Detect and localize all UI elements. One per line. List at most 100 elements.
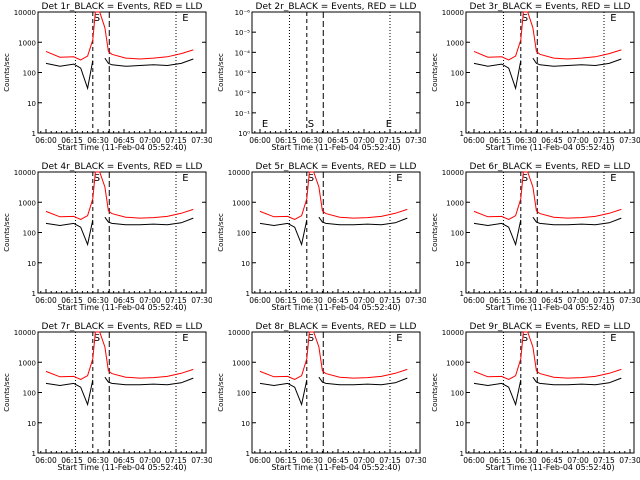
detector-panel-5: Det 5r_BLACK = Events, RED = LLD Counts/s…	[217, 162, 426, 312]
events-series-line	[45, 60, 94, 91]
x-tick-label: 06:45	[327, 296, 349, 305]
x-tick-label: 07:15	[165, 296, 187, 305]
marker-letter: E	[610, 13, 616, 24]
x-tick-label: 07:00	[353, 136, 375, 145]
x-tick-label: 07:00	[567, 296, 589, 305]
x-axis-label: Start Time (11-Feb-04 05:52:40)	[57, 463, 186, 472]
y-tick-label: 10⁻¹	[235, 110, 251, 118]
x-tick-label: 06:00	[249, 296, 271, 305]
y-tick-label: 100	[451, 70, 464, 78]
plot-frame	[37, 331, 207, 454]
x-tick-label: 06:30	[87, 456, 109, 465]
x-tick-label: 07:30	[619, 136, 640, 145]
x-tick-label: 06:15	[275, 456, 297, 465]
chart-title: Det 6r_BLACK = Events, RED = LLD	[470, 162, 631, 172]
y-tick-label: 10	[241, 260, 250, 268]
x-tick-label: 06:45	[327, 136, 349, 145]
detector-panel-2: Det 2r_BLACK = Events, RED = LLD Counts/s…	[217, 2, 426, 152]
x-tick-label: 07:00	[139, 136, 161, 145]
x-tick-label: 06:45	[113, 456, 135, 465]
plot-frame	[465, 11, 635, 134]
events-series-line	[104, 57, 194, 67]
detector-panel-1: Det 1r_BLACK = Events, RED = LLD Counts/s…	[3, 2, 212, 152]
marker-letter: E	[182, 13, 188, 24]
y-tick-label: 100	[451, 390, 464, 398]
plot-frame	[251, 11, 421, 134]
y-tick-label: 10⁰	[238, 130, 250, 138]
y-tick-label: 100	[237, 390, 250, 398]
x-tick-label: 06:15	[489, 296, 511, 305]
marker-letter: S	[522, 333, 528, 344]
lld-series-line	[259, 331, 408, 381]
y-tick-label: 10	[27, 100, 36, 108]
marker-letter: E	[182, 333, 188, 344]
y-tick-label: 1000	[232, 199, 250, 207]
marker-letter: E	[262, 119, 268, 130]
y-axis-label: Counts/sec	[217, 53, 225, 92]
y-tick-label: 1000	[18, 199, 36, 207]
x-tick-label: 06:30	[301, 296, 323, 305]
x-tick-label: 07:00	[567, 136, 589, 145]
x-tick-label: 06:00	[249, 136, 271, 145]
events-series-line	[473, 219, 522, 247]
y-tick-label: 10000	[228, 169, 250, 177]
chart-title: Det 3r_BLACK = Events, RED = LLD	[470, 2, 631, 12]
x-tick-label: 06:30	[515, 456, 537, 465]
marker-letter: S	[308, 173, 314, 184]
y-axis-label: Counts/sec	[431, 373, 439, 412]
plot-frame	[251, 171, 421, 294]
x-axis-label: Start Time (11-Feb-04 05:52:40)	[271, 303, 400, 312]
lld-series-line	[259, 171, 408, 221]
x-tick-label: 07:30	[191, 456, 212, 465]
marker-letter: S	[522, 13, 528, 24]
detector-panel-4: Det 4r_BLACK = Events, RED = LLD Counts/s…	[3, 162, 212, 312]
y-tick-label: 100	[23, 230, 36, 238]
chart-title: Det 1r_BLACK = Events, RED = LLD	[42, 2, 203, 12]
events-series-line	[473, 379, 522, 407]
lld-series-line	[45, 11, 194, 61]
events-series-line	[318, 376, 408, 386]
y-tick-label: 10000	[442, 329, 464, 337]
x-tick-label: 06:15	[489, 456, 511, 465]
x-tick-label: 06:45	[113, 296, 135, 305]
y-axis-label: Counts/sec	[3, 53, 11, 92]
x-tick-label: 06:15	[275, 296, 297, 305]
y-tick-label: 1000	[18, 39, 36, 47]
x-tick-label: 06:15	[489, 136, 511, 145]
y-tick-label: 1000	[446, 199, 464, 207]
x-tick-label: 07:00	[353, 456, 375, 465]
x-tick-label: 07:00	[567, 456, 589, 465]
y-tick-label: 1	[32, 130, 36, 138]
x-tick-label: 07:15	[593, 456, 615, 465]
marker-letter: E	[182, 173, 188, 184]
y-tick-label: 10⁻⁵	[235, 29, 251, 37]
chart-title: Det 4r_BLACK = Events, RED = LLD	[42, 162, 203, 172]
marker-letter: E	[396, 333, 402, 344]
x-tick-label: 07:30	[405, 456, 426, 465]
marker-letter: S	[94, 13, 100, 24]
y-tick-label: 1	[460, 130, 464, 138]
chart-title: Det 8r_BLACK = Events, RED = LLD	[256, 322, 417, 332]
lld-series-line	[473, 331, 622, 381]
x-tick-label: 06:30	[515, 136, 537, 145]
y-tick-label: 1	[460, 450, 464, 458]
y-tick-label: 1	[246, 290, 250, 298]
y-tick-label: 1000	[232, 359, 250, 367]
events-series-line	[104, 216, 194, 226]
lld-series-line	[473, 11, 622, 61]
marker-letter: S	[522, 173, 528, 184]
x-tick-label: 06:30	[87, 296, 109, 305]
y-tick-label: 100	[451, 230, 464, 238]
x-tick-label: 06:45	[541, 456, 563, 465]
lld-series-line	[473, 171, 622, 221]
x-tick-label: 06:45	[541, 136, 563, 145]
x-tick-label: 07:15	[165, 136, 187, 145]
x-tick-label: 07:30	[405, 296, 426, 305]
events-series-line	[473, 60, 522, 91]
x-axis-label: Start Time (11-Feb-04 05:52:40)	[271, 463, 400, 472]
marker-letter: S	[308, 119, 314, 130]
chart-title: Det 7r_BLACK = Events, RED = LLD	[42, 322, 203, 332]
y-axis-label: Counts/sec	[3, 213, 11, 252]
y-tick-label: 10000	[228, 329, 250, 337]
marker-letter: E	[610, 173, 616, 184]
